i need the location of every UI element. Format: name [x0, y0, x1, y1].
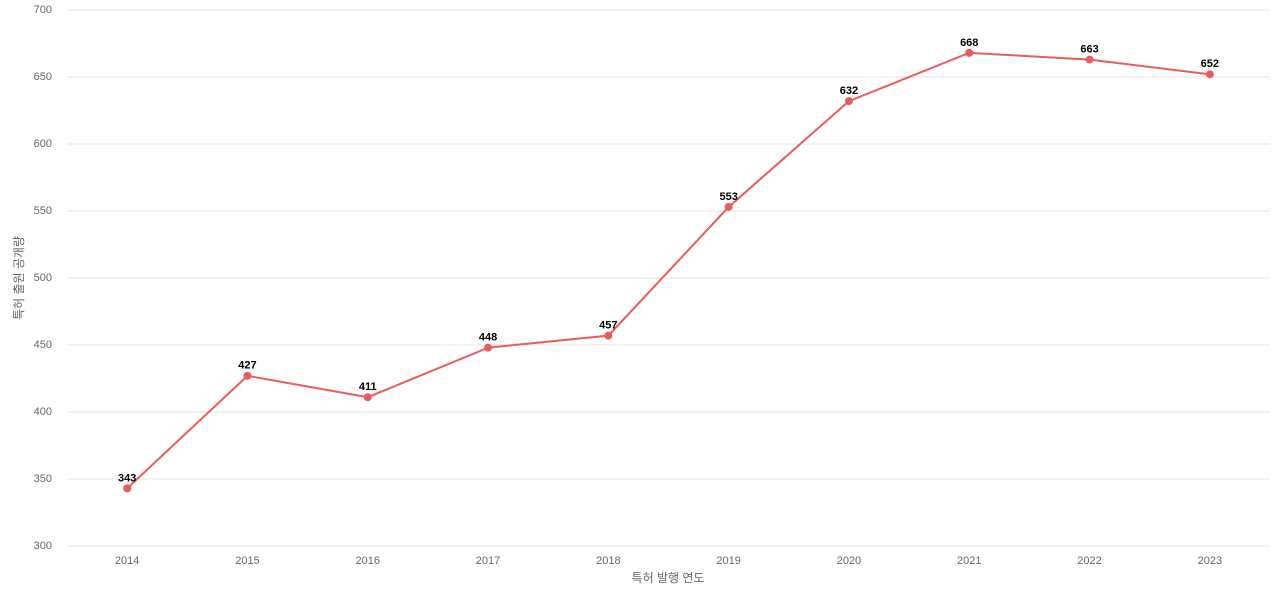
point [1085, 55, 1094, 64]
point [604, 331, 613, 340]
y-tick-label: 550 [34, 205, 52, 217]
x-tick-label: 2017 [476, 555, 500, 567]
x-tick-label: 2023 [1198, 555, 1222, 567]
x-tick-label: 2021 [957, 555, 981, 567]
y-tick-label: 400 [34, 406, 52, 418]
point [1205, 70, 1214, 79]
x-tick-label: 2015 [235, 555, 259, 567]
y-axis-title: 특허 출원 공개량 [12, 236, 26, 320]
y-tick-label: 650 [34, 71, 52, 83]
x-axis-title: 특허 발행 연도 [632, 570, 705, 585]
x-tick-label: 2016 [356, 555, 380, 567]
y-tick-label: 700 [34, 4, 52, 16]
point [724, 202, 733, 211]
y-tick-label: 500 [34, 272, 52, 284]
point [123, 484, 132, 493]
value-label: 652 [1201, 58, 1219, 70]
x-tick-label: 2022 [1077, 555, 1101, 567]
point [844, 97, 853, 106]
value-label: 343 [118, 472, 136, 484]
value-label: 553 [719, 191, 737, 203]
y-tick-label: 350 [34, 473, 52, 485]
point [484, 343, 493, 352]
x-tick-label: 2019 [716, 555, 740, 567]
value-label: 663 [1080, 43, 1098, 55]
point [243, 371, 252, 380]
point [965, 48, 974, 57]
y-tick-label: 600 [34, 138, 52, 150]
point [363, 393, 372, 402]
y-tick-label: 300 [34, 540, 52, 552]
y-tick-label: 450 [34, 339, 52, 351]
value-label: 632 [840, 85, 858, 97]
value-label: 427 [238, 360, 256, 372]
x-tick-label: 2020 [837, 555, 861, 567]
x-tick-label: 2018 [596, 555, 620, 567]
value-label: 457 [599, 320, 617, 332]
line [126, 51, 1210, 490]
x-tick-label: 2014 [115, 555, 139, 567]
value-label: 448 [479, 332, 497, 344]
value-label: 411 [359, 381, 377, 393]
value-label: 668 [960, 37, 978, 49]
